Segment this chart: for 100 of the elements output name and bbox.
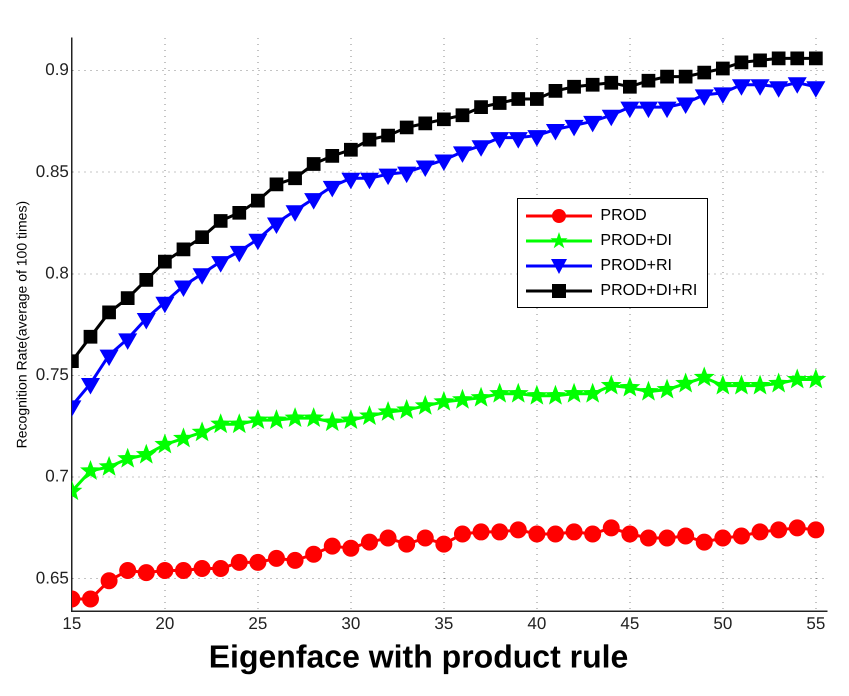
point: [288, 171, 302, 186]
point: [381, 128, 395, 142]
point: [714, 530, 732, 547]
point: [489, 382, 510, 403]
point: [117, 448, 138, 468]
point: [584, 525, 602, 542]
point: [247, 409, 268, 430]
point: [435, 536, 452, 553]
point: [640, 530, 657, 547]
point: [470, 386, 492, 407]
point: [398, 536, 416, 553]
point: [510, 521, 527, 538]
point: [548, 84, 562, 98]
point: [508, 382, 529, 403]
point: [192, 421, 213, 442]
point: [266, 409, 287, 430]
point: [305, 546, 322, 563]
point: [139, 273, 154, 287]
point: [286, 552, 304, 569]
x-tick-label: 55: [806, 614, 826, 634]
point: [176, 242, 190, 256]
point: [567, 80, 581, 94]
point: [472, 523, 490, 540]
x-tick-label: 30: [341, 614, 360, 634]
point: [491, 523, 508, 540]
point: [119, 562, 136, 580]
point: [456, 108, 470, 122]
point: [544, 384, 566, 405]
point: [138, 564, 155, 582]
point: [492, 96, 507, 110]
point: [214, 214, 228, 228]
point: [750, 374, 771, 394]
point: [753, 53, 767, 68]
point: [102, 306, 116, 320]
legend-label: PROD+DI: [600, 231, 672, 252]
point: [120, 291, 135, 306]
point: [772, 51, 786, 66]
point: [251, 194, 265, 208]
point: [342, 540, 360, 557]
point: [788, 519, 806, 536]
point: [194, 560, 211, 578]
point: [344, 142, 358, 157]
point: [100, 572, 118, 590]
point: [195, 230, 209, 244]
point: [790, 51, 804, 66]
point: [694, 366, 715, 386]
point: [418, 116, 432, 130]
point: [210, 413, 232, 434]
point: [582, 382, 604, 403]
y-tick-label: 0.9: [45, 60, 69, 80]
point: [530, 92, 544, 106]
x-tick-label: 35: [434, 614, 454, 634]
x-tick-label: 50: [713, 614, 732, 634]
point: [416, 530, 434, 547]
point: [454, 525, 471, 542]
legend-label: PROD+DI+RI: [600, 281, 698, 302]
point: [249, 554, 266, 571]
x-tick-label: 45: [620, 614, 640, 634]
x-tick-label: 20: [155, 614, 174, 634]
point: [360, 534, 378, 551]
point: [270, 177, 284, 192]
point: [546, 525, 564, 542]
point: [696, 534, 713, 551]
legend-label: PROD+RI: [600, 256, 672, 276]
point: [325, 149, 340, 163]
point: [678, 70, 693, 84]
point: [621, 525, 638, 542]
point: [712, 374, 734, 394]
point: [378, 401, 399, 421]
point: [528, 525, 546, 542]
point: [362, 132, 376, 146]
point: [642, 74, 656, 88]
point: [156, 562, 174, 580]
point: [474, 100, 488, 114]
point: [716, 62, 730, 76]
point: [452, 388, 473, 409]
point: [805, 368, 826, 388]
point: [619, 376, 640, 397]
point: [697, 66, 712, 80]
y-tick-label: 0.85: [36, 162, 69, 181]
y-tick-label: 0.75: [36, 365, 69, 384]
point: [306, 157, 321, 171]
point: [84, 330, 98, 344]
point: [232, 206, 246, 220]
point: [622, 80, 637, 94]
x-tick-label: 25: [248, 614, 268, 634]
point: [807, 521, 824, 538]
point: [752, 523, 769, 540]
point: [80, 460, 101, 480]
point: [586, 78, 600, 92]
point: [284, 407, 306, 427]
point: [414, 394, 436, 415]
point: [511, 92, 526, 106]
x-tick-label: 15: [62, 614, 82, 634]
point: [268, 550, 285, 567]
point: [732, 527, 750, 544]
point: [82, 590, 99, 608]
legend-label: PROD: [600, 206, 647, 226]
point: [564, 382, 585, 403]
point: [322, 411, 343, 432]
